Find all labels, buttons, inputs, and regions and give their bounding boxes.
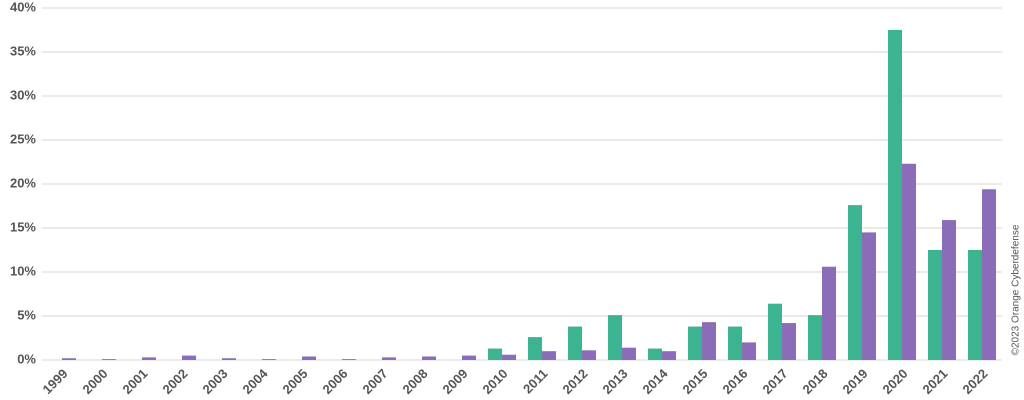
bar (222, 358, 236, 360)
y-tick-label: 30% (10, 87, 36, 102)
bar (302, 356, 316, 360)
x-tick-label: 2011 (520, 366, 551, 397)
bar (862, 232, 876, 360)
x-tick-label: 2001 (119, 366, 150, 397)
x-tick-label: 2015 (679, 366, 710, 397)
bar (608, 315, 622, 360)
y-tick-label: 40% (10, 0, 36, 14)
bar (782, 323, 796, 360)
y-tick-label: 5% (17, 307, 36, 322)
x-tick-label: 2008 (399, 366, 430, 397)
bar (142, 357, 156, 360)
y-tick-label: 0% (17, 351, 36, 366)
bar (688, 326, 702, 360)
x-tick-label: 1999 (39, 366, 70, 397)
bar (848, 205, 862, 360)
bar (382, 357, 396, 360)
bar (502, 354, 516, 360)
y-tick-label: 15% (10, 219, 36, 234)
bar (822, 266, 836, 360)
x-tick-label: 2007 (359, 366, 390, 397)
x-tick-label: 2012 (559, 366, 590, 397)
bar (982, 189, 996, 360)
bar (728, 326, 742, 360)
bar (462, 355, 476, 360)
x-tick-label: 2020 (879, 366, 910, 397)
bar (422, 356, 436, 360)
bar (568, 326, 582, 360)
x-tick-label: 2021 (919, 366, 950, 397)
bar (942, 220, 956, 360)
bar (648, 348, 662, 360)
x-tick-label: 2004 (239, 365, 271, 397)
y-tick-label: 25% (10, 131, 36, 146)
y-tick-label: 35% (10, 43, 36, 58)
bar (582, 350, 596, 360)
bar (888, 30, 902, 360)
bar (62, 358, 76, 360)
x-tick-label: 2014 (639, 365, 671, 397)
bar (488, 348, 502, 360)
x-tick-label: 2019 (839, 366, 870, 397)
x-tick-label: 2009 (439, 366, 470, 397)
x-tick-label: 2002 (159, 366, 190, 397)
bar (662, 351, 676, 360)
bar (968, 250, 982, 360)
bar (742, 342, 756, 360)
bar (768, 303, 782, 360)
bar (182, 355, 196, 360)
x-tick-label: 2016 (719, 366, 750, 397)
x-tick-label: 2013 (599, 366, 630, 397)
bar (808, 315, 822, 360)
y-tick-label: 20% (10, 175, 36, 190)
bar (262, 359, 276, 360)
bar (902, 163, 916, 360)
bar (342, 359, 356, 360)
bar (622, 347, 636, 360)
x-tick-label: 2022 (959, 366, 990, 397)
x-tick-label: 2000 (79, 366, 110, 397)
x-tick-label: 2017 (759, 366, 790, 397)
bar (702, 322, 716, 360)
bar (102, 359, 116, 360)
x-tick-label: 2005 (279, 366, 310, 397)
y-tick-label: 10% (10, 263, 36, 278)
bar (542, 351, 556, 360)
x-tick-label: 2003 (199, 366, 230, 397)
x-tick-label: 2010 (479, 366, 510, 397)
bar (928, 250, 942, 360)
x-tick-label: 2018 (799, 366, 830, 397)
bar (528, 337, 542, 360)
x-tick-label: 2006 (319, 366, 350, 397)
copyright: ©2023 Orange Cyberdefense (1011, 224, 1022, 355)
